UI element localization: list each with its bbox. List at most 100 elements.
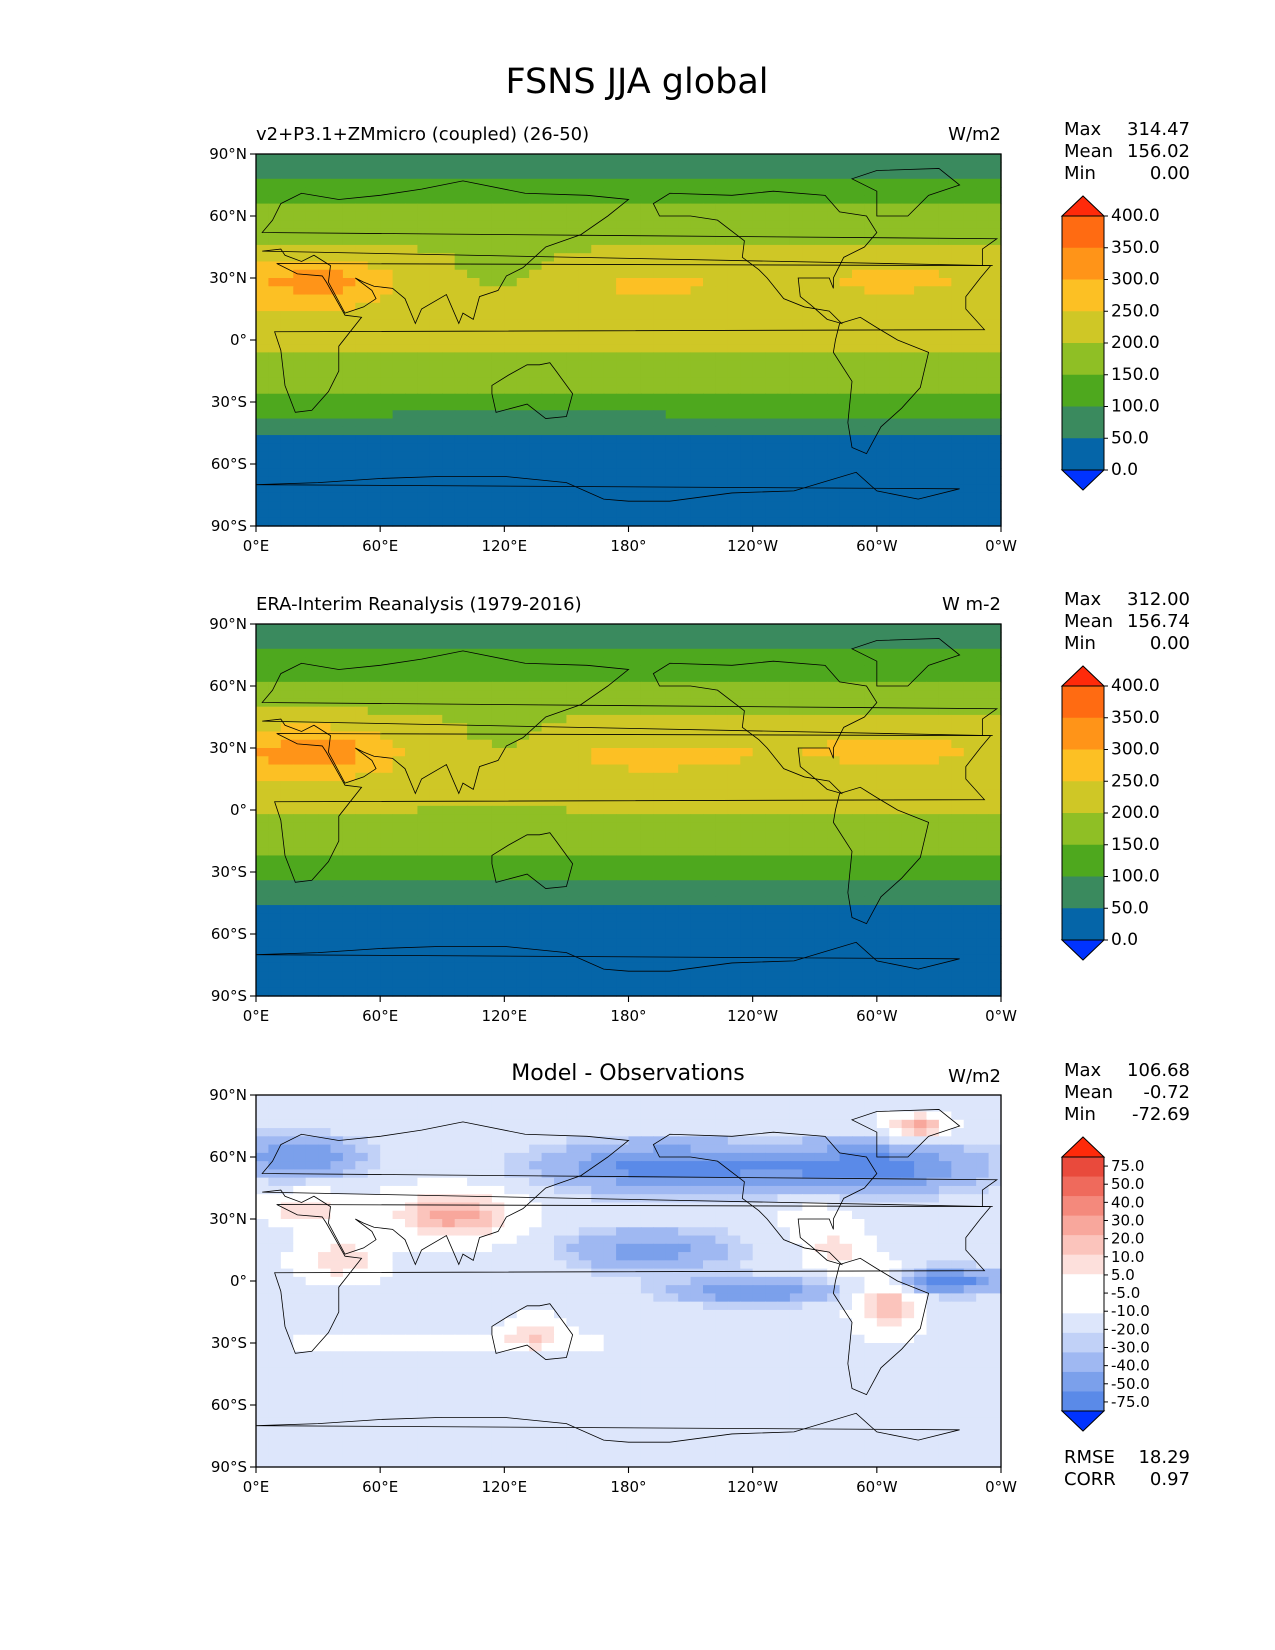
map-cell — [976, 896, 990, 906]
map-cell — [256, 211, 270, 221]
map-cell — [752, 476, 766, 486]
map-cell — [827, 385, 841, 395]
map-cell — [405, 203, 419, 213]
map-cell — [305, 426, 319, 436]
map-cell — [976, 657, 990, 666]
map-cell — [454, 302, 468, 312]
map-cell — [491, 435, 505, 444]
map-cell — [914, 673, 928, 683]
map-cell — [653, 714, 667, 724]
map-cell — [938, 228, 952, 238]
map-cell — [454, 459, 468, 469]
map-cell — [268, 335, 282, 345]
map-cell — [429, 335, 443, 345]
map-cell — [951, 269, 965, 279]
map-cell — [554, 690, 568, 699]
map-cell — [355, 426, 369, 436]
map-cell — [926, 170, 940, 180]
map-cell — [789, 921, 803, 931]
map-cell — [342, 723, 356, 733]
map-cell — [417, 195, 431, 205]
map-cell — [293, 872, 307, 881]
map-cell — [479, 410, 493, 420]
map-cell — [554, 286, 568, 296]
map-cell — [529, 665, 543, 675]
map-cell — [342, 731, 356, 741]
map-cell — [889, 748, 903, 757]
map-cell — [889, 278, 903, 287]
map-cell — [740, 426, 754, 436]
map-cell — [504, 335, 518, 345]
map-cell — [554, 863, 568, 873]
map-cell — [889, 261, 903, 271]
map-cell — [814, 624, 828, 633]
map-cell — [864, 517, 878, 527]
map-cell — [280, 195, 294, 205]
map-cell — [653, 443, 667, 453]
map-cell — [442, 822, 456, 832]
map-cell — [703, 178, 717, 188]
map-cell — [678, 872, 692, 881]
map-cell — [479, 435, 493, 444]
map-cell — [715, 294, 729, 304]
map-cell — [653, 805, 667, 815]
map-cell — [727, 302, 741, 312]
map-cell — [491, 624, 505, 633]
map-cell — [914, 244, 928, 254]
map-cell — [864, 805, 878, 815]
map-cell — [938, 748, 952, 757]
map-cell — [876, 385, 890, 395]
map-cell — [442, 756, 456, 766]
map-cell — [566, 385, 580, 395]
map-cell — [355, 838, 369, 848]
map-cell — [318, 764, 332, 774]
map-cell — [740, 714, 754, 724]
map-cell — [852, 698, 866, 708]
map-cell — [330, 822, 344, 832]
map-cell — [554, 360, 568, 370]
map-cell — [380, 286, 394, 296]
map-cell — [703, 319, 717, 329]
map-cell — [256, 681, 270, 691]
map-cell — [752, 443, 766, 453]
map-cell — [541, 640, 555, 650]
map-cell — [616, 203, 630, 213]
map-cell — [988, 228, 1002, 238]
map-cell — [566, 814, 580, 823]
map-cell — [690, 484, 704, 494]
map-cell — [678, 509, 692, 519]
map-cell — [467, 665, 481, 675]
map-cell — [727, 756, 741, 766]
map-cell — [876, 410, 890, 420]
map-cell — [938, 476, 952, 486]
map-cell — [541, 921, 555, 931]
map-cell — [752, 509, 766, 519]
map-cell — [554, 822, 568, 832]
map-cell — [988, 781, 1002, 790]
map-cell — [417, 451, 431, 461]
map-cell — [342, 822, 356, 832]
map-cell — [740, 880, 754, 890]
map-cell — [603, 781, 617, 790]
map-cell — [864, 253, 878, 263]
map-cell — [268, 888, 282, 898]
map-cell — [355, 410, 369, 420]
map-cell — [392, 253, 406, 263]
map-cell — [541, 211, 555, 221]
map-cell — [380, 509, 394, 519]
map-cell — [616, 468, 630, 477]
map-cell — [752, 805, 766, 815]
map-cell — [876, 698, 890, 708]
map-cell — [491, 443, 505, 453]
map-cell — [392, 195, 406, 205]
map-cell — [355, 690, 369, 699]
map-cell — [616, 278, 630, 287]
map-cell — [690, 385, 704, 395]
map-cell — [628, 187, 642, 196]
map-cell — [653, 501, 667, 511]
map-cell — [976, 648, 990, 658]
y-tick-label: 30°N — [209, 269, 247, 287]
map-cell — [740, 294, 754, 304]
map-cell — [318, 855, 332, 865]
map-cell — [554, 385, 568, 395]
